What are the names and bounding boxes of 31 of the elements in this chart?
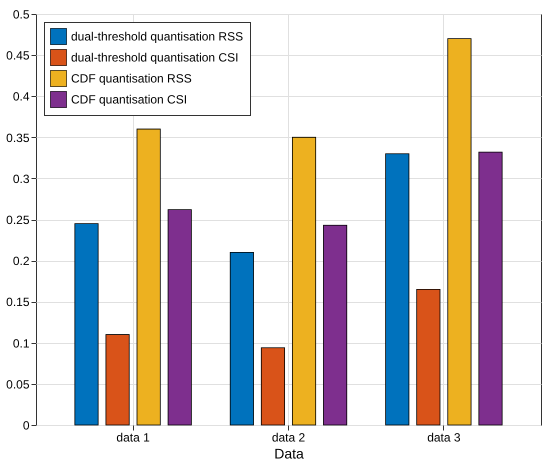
legend-label: dual-threshold quantisation RSS bbox=[71, 30, 244, 44]
legend-label: CDF quantisation RSS bbox=[71, 72, 192, 86]
y-tick-label: 0.3 bbox=[12, 172, 30, 186]
bar bbox=[323, 224, 348, 426]
bar bbox=[385, 153, 410, 426]
y-tick-label: 0 bbox=[22, 418, 30, 432]
y-tick-label: 0.5 bbox=[12, 8, 30, 22]
bar bbox=[416, 288, 440, 426]
bar bbox=[168, 209, 192, 426]
y-tick-label: 0.2 bbox=[12, 254, 30, 268]
y-tick-label: 0.35 bbox=[6, 130, 30, 145]
bar bbox=[447, 38, 472, 426]
y-tick-label: 0.05 bbox=[6, 377, 30, 392]
y-tick-label: 0.15 bbox=[6, 295, 30, 310]
y-tick-label: 0.1 bbox=[12, 336, 30, 350]
y-tick-label: 0.45 bbox=[6, 48, 30, 63]
x-tick-label: data 3 bbox=[427, 430, 461, 444]
legend-label: dual-threshold quantisation CSI bbox=[71, 50, 238, 64]
bar bbox=[260, 347, 286, 426]
bar bbox=[136, 128, 161, 426]
x-tick-label: data 1 bbox=[116, 430, 150, 444]
bar bbox=[106, 334, 130, 426]
bar bbox=[292, 136, 316, 426]
x-axis-title: Data bbox=[274, 446, 304, 462]
x-tick-label: data 2 bbox=[272, 430, 306, 444]
bar bbox=[478, 152, 503, 426]
bar bbox=[74, 223, 99, 426]
y-tick-label: 0.4 bbox=[12, 90, 30, 104]
y-tick-label: 0.25 bbox=[6, 213, 30, 227]
bar bbox=[230, 252, 254, 426]
legend-label: CDF quantisation CSI bbox=[71, 92, 188, 106]
